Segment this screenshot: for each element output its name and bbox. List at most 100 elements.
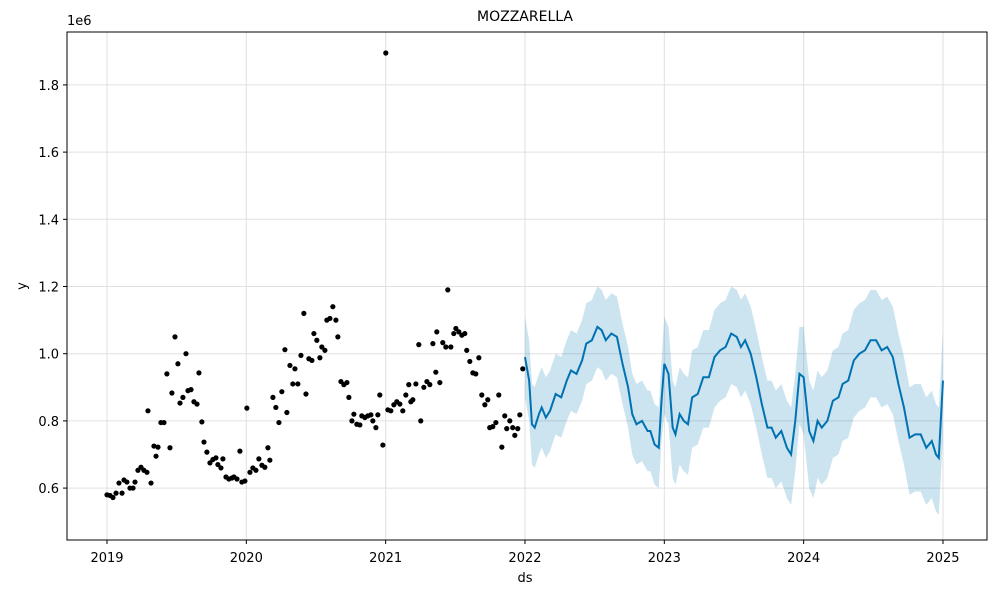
- observed-point: [482, 402, 488, 408]
- observed-point: [201, 439, 207, 445]
- uncertainty-band: [524, 286, 943, 515]
- observed-point: [375, 412, 381, 418]
- observed-point: [183, 351, 189, 357]
- observed-point: [443, 344, 449, 350]
- observed-point: [119, 490, 125, 496]
- observed-point: [413, 381, 419, 387]
- observed-point: [290, 381, 296, 387]
- observed-point: [403, 392, 409, 398]
- observed-point: [301, 310, 307, 316]
- x-tick-label: 2021: [369, 551, 402, 566]
- observed-point: [344, 379, 350, 386]
- observed-point: [517, 412, 523, 418]
- observed-point: [430, 341, 436, 347]
- observed-point: [335, 334, 341, 340]
- observed-point: [130, 485, 136, 491]
- y-tick-label: 1.6: [38, 146, 59, 161]
- observed-point: [406, 382, 412, 388]
- y-tick-label: 1.2: [38, 281, 59, 296]
- x-tick-label: 2025: [926, 551, 959, 566]
- axes: 2019 2020 2021 2022 2023 2024 2025 0.6 0.8 1.0 1.2…: [38, 79, 959, 566]
- observed-point: [273, 404, 279, 411]
- observed-point: [502, 413, 508, 419]
- observed-point: [368, 412, 374, 418]
- observed-point: [188, 387, 194, 393]
- observed-point: [462, 330, 468, 337]
- observed-point: [440, 340, 446, 346]
- observed-point: [520, 366, 526, 372]
- x-tick-label: 2022: [508, 551, 541, 566]
- observed-point: [496, 392, 502, 398]
- observed-point: [319, 344, 325, 350]
- observed-point: [194, 401, 200, 407]
- observed-point: [437, 379, 443, 386]
- observed-point: [309, 357, 315, 364]
- y-tick-label: 1.8: [38, 79, 59, 94]
- observed-point: [169, 390, 175, 396]
- observed-point: [445, 287, 451, 293]
- observed-point: [349, 418, 355, 424]
- observed-point: [377, 392, 383, 398]
- observed-point: [161, 419, 167, 426]
- observed-point: [515, 426, 521, 432]
- observed-point: [427, 382, 433, 388]
- observed-point: [180, 394, 186, 400]
- observed-point: [370, 418, 376, 424]
- observed-point: [397, 401, 403, 407]
- x-tick-label: 2023: [648, 551, 681, 566]
- observed-point: [448, 344, 454, 350]
- observed-point: [464, 347, 470, 353]
- observed-point: [410, 397, 416, 403]
- observed-point: [237, 448, 243, 454]
- observed-point: [510, 425, 516, 431]
- y-tick-label: 1.4: [38, 213, 59, 228]
- observed-point: [418, 418, 424, 424]
- y-axis-label: y: [15, 282, 30, 290]
- observed-point: [490, 424, 496, 430]
- observed-point: [303, 391, 309, 397]
- observed-point: [213, 455, 219, 461]
- observed-point: [467, 358, 473, 365]
- observed-point: [421, 384, 427, 390]
- observed-point: [314, 337, 320, 343]
- plot-area: [104, 50, 944, 515]
- observed-point: [456, 329, 462, 335]
- observed-point: [453, 325, 459, 332]
- observed-point: [155, 444, 161, 450]
- observed-point: [311, 330, 317, 337]
- observed-point: [282, 347, 288, 353]
- y-tick-label: 0.8: [38, 415, 59, 430]
- forecast-line: [523, 325, 944, 461]
- observed-point: [172, 334, 178, 340]
- observed-point: [433, 369, 439, 375]
- observed-point: [242, 478, 248, 484]
- observed-point: [262, 464, 268, 470]
- x-tick-label: 2019: [90, 551, 123, 566]
- observed-point: [317, 355, 323, 361]
- observed-point: [234, 476, 240, 482]
- observed-point: [333, 317, 339, 323]
- chart-title: MOZZARELLA: [477, 9, 573, 25]
- observed-point: [196, 370, 202, 376]
- axes-frame: [66, 31, 988, 541]
- observed-point: [132, 479, 138, 485]
- observed-point: [215, 461, 221, 468]
- observed-point: [148, 480, 154, 486]
- observed-point: [357, 422, 363, 428]
- observed-point: [298, 352, 304, 358]
- observed-point: [434, 329, 440, 335]
- observed-point: [287, 362, 293, 369]
- observed-point: [493, 419, 499, 426]
- observed-point: [485, 397, 491, 403]
- observed-point: [346, 394, 352, 400]
- observed-point: [373, 425, 379, 431]
- observed-point: [151, 443, 157, 449]
- observed-point: [383, 50, 389, 56]
- observed-point: [388, 408, 394, 414]
- observed-point: [267, 457, 273, 463]
- observed-point: [351, 411, 357, 417]
- x-tick-label: 2024: [787, 551, 820, 566]
